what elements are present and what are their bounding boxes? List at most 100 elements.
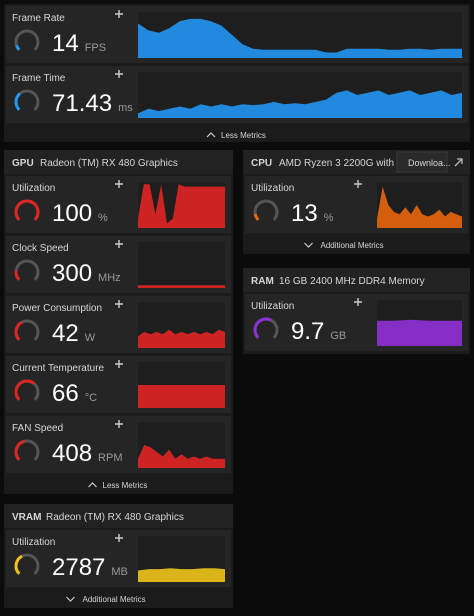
graph-area: [377, 319, 462, 346]
cpu-panel: CPU AMD Ryzen 3 2200G with R...Downloa...…: [243, 150, 470, 254]
gauge-arc: [14, 379, 36, 401]
graph-area: [138, 184, 225, 228]
panel-header: [4, 150, 233, 174]
gauge-arc: [253, 317, 272, 339]
panel-tag: VRAM: [12, 512, 41, 523]
graph-bg: [138, 242, 225, 288]
graph-area: [138, 329, 225, 348]
gauge-track: [14, 29, 40, 51]
metric-value: 300: [52, 260, 92, 287]
gpu-panel: GPU Radeon (TM) RX 480 Graphics Utilizatio…: [4, 150, 233, 494]
metric-readout: 66 °C: [52, 380, 97, 407]
gauge-arc: [14, 92, 21, 111]
graph-area: [138, 385, 225, 408]
add-metric-icon[interactable]: [115, 180, 123, 188]
metric-value: 71.43: [52, 90, 112, 117]
footer-toggle[interactable]: Less Metrics: [103, 481, 148, 490]
panel-device-name: AMD Ryzen 3 2200G with R...: [279, 158, 412, 169]
metric-label: Current Temperature: [12, 363, 105, 374]
metric-unit: GB: [330, 330, 346, 342]
add-metric-icon[interactable]: [115, 240, 123, 248]
metric-value: 9.7: [291, 318, 324, 345]
graph-area: [138, 285, 225, 288]
panel-device-name: 16 GB 2400 MHz DDR4 Memory: [279, 276, 425, 287]
metric-unit: %: [98, 212, 108, 224]
graph-area: [138, 445, 225, 468]
panel-tag: RAM: [251, 276, 274, 287]
metric-readout: 2787 MB: [52, 554, 128, 581]
footer-chevron[interactable]: [206, 132, 216, 138]
vram-panel: VRAM Radeon (TM) RX 480 Graphics Utilizati…: [4, 504, 233, 608]
add-metric-icon[interactable]: [115, 10, 123, 18]
metric-readout: 42 W: [52, 320, 96, 347]
gauge-arc: [14, 199, 40, 221]
metric-label: Clock Speed: [12, 243, 69, 254]
top-panel-panel: Frame Rate 14 FPS Frame Time 71.43 ms Less Met…: [4, 4, 470, 142]
footer-toggle[interactable]: Additional Metrics: [321, 241, 384, 250]
metric-readout: 71.43 ms: [52, 90, 133, 117]
metric-label: FAN Speed: [12, 423, 63, 434]
metric-value: 100: [52, 200, 92, 227]
panel-device-name: Radeon (TM) RX 480 Graphics: [40, 158, 178, 169]
footer-toggle[interactable]: Additional Metrics: [83, 595, 146, 604]
metric-unit: °C: [85, 392, 97, 404]
gauge-arc: [14, 554, 23, 575]
gauge-arc: [15, 44, 21, 51]
metric-value: 14: [52, 30, 79, 57]
metric-value: 2787: [52, 554, 105, 581]
panel-device-name: Radeon (TM) RX 480 Graphics: [46, 512, 184, 523]
metric-unit: MB: [111, 566, 128, 578]
gauge-arc: [14, 320, 23, 341]
metric-readout: 9.7 GB: [291, 318, 346, 345]
panel-tag: GPU: [12, 158, 34, 169]
footer-toggle[interactable]: Less Metrics: [221, 131, 266, 140]
add-metric-icon[interactable]: [115, 420, 123, 428]
graph-area: [138, 18, 462, 58]
gauge-arc: [253, 213, 260, 221]
panel-tag: CPU: [251, 158, 272, 169]
metric-unit: RPM: [98, 452, 122, 464]
add-metric-icon[interactable]: [115, 70, 123, 78]
metric-label: Frame Rate: [12, 13, 65, 24]
metric-value: 13: [291, 200, 318, 227]
graph-area: [138, 568, 225, 582]
metric-unit: FPS: [85, 42, 106, 54]
metric-label: Frame Time: [12, 73, 66, 84]
metric-label: Utilization: [12, 183, 55, 194]
metric-readout: 13%: [291, 200, 334, 227]
download-button[interactable]: [396, 151, 448, 173]
add-metric-icon[interactable]: [115, 360, 123, 368]
footer-chevron[interactable]: [304, 242, 313, 248]
panel-header: [4, 504, 233, 528]
gauge-arc: [14, 439, 25, 461]
add-metric-icon[interactable]: [354, 298, 362, 306]
graph-area: [377, 186, 462, 228]
metric-label: Utilization: [12, 537, 55, 548]
metric-readout: 14 FPS: [52, 30, 106, 57]
graph-area: [138, 90, 462, 118]
metric-value: 66: [52, 380, 79, 407]
ram-panel: RAM 16 GB 2400 MHz DDR4 Memory Utilization…: [243, 268, 470, 354]
metric-readout: 408 RPM: [52, 440, 123, 467]
metric-value: 408: [52, 440, 92, 467]
footer-chevron[interactable]: [66, 596, 75, 602]
footer-chevron[interactable]: [88, 482, 97, 488]
metric-label: Utilization: [251, 183, 294, 194]
metric-unit: MHz: [98, 272, 121, 284]
add-metric-icon[interactable]: [354, 180, 362, 188]
add-metric-icon[interactable]: [115, 534, 123, 542]
download-button-label[interactable]: Downloa...: [408, 158, 451, 168]
gauge-arc: [14, 270, 21, 281]
metric-label: Utilization: [251, 301, 294, 312]
metric-unit: W: [85, 332, 96, 344]
metric-readout: 300 MHz: [52, 260, 121, 287]
metric-unit: ms: [118, 102, 133, 114]
metric-label: Power Consumption: [12, 303, 102, 314]
open-icon[interactable]: [454, 158, 463, 167]
panel-header: [243, 268, 470, 292]
add-metric-icon[interactable]: [115, 300, 123, 308]
metric-value: 42: [52, 320, 79, 347]
metric-unit: %: [324, 212, 334, 224]
